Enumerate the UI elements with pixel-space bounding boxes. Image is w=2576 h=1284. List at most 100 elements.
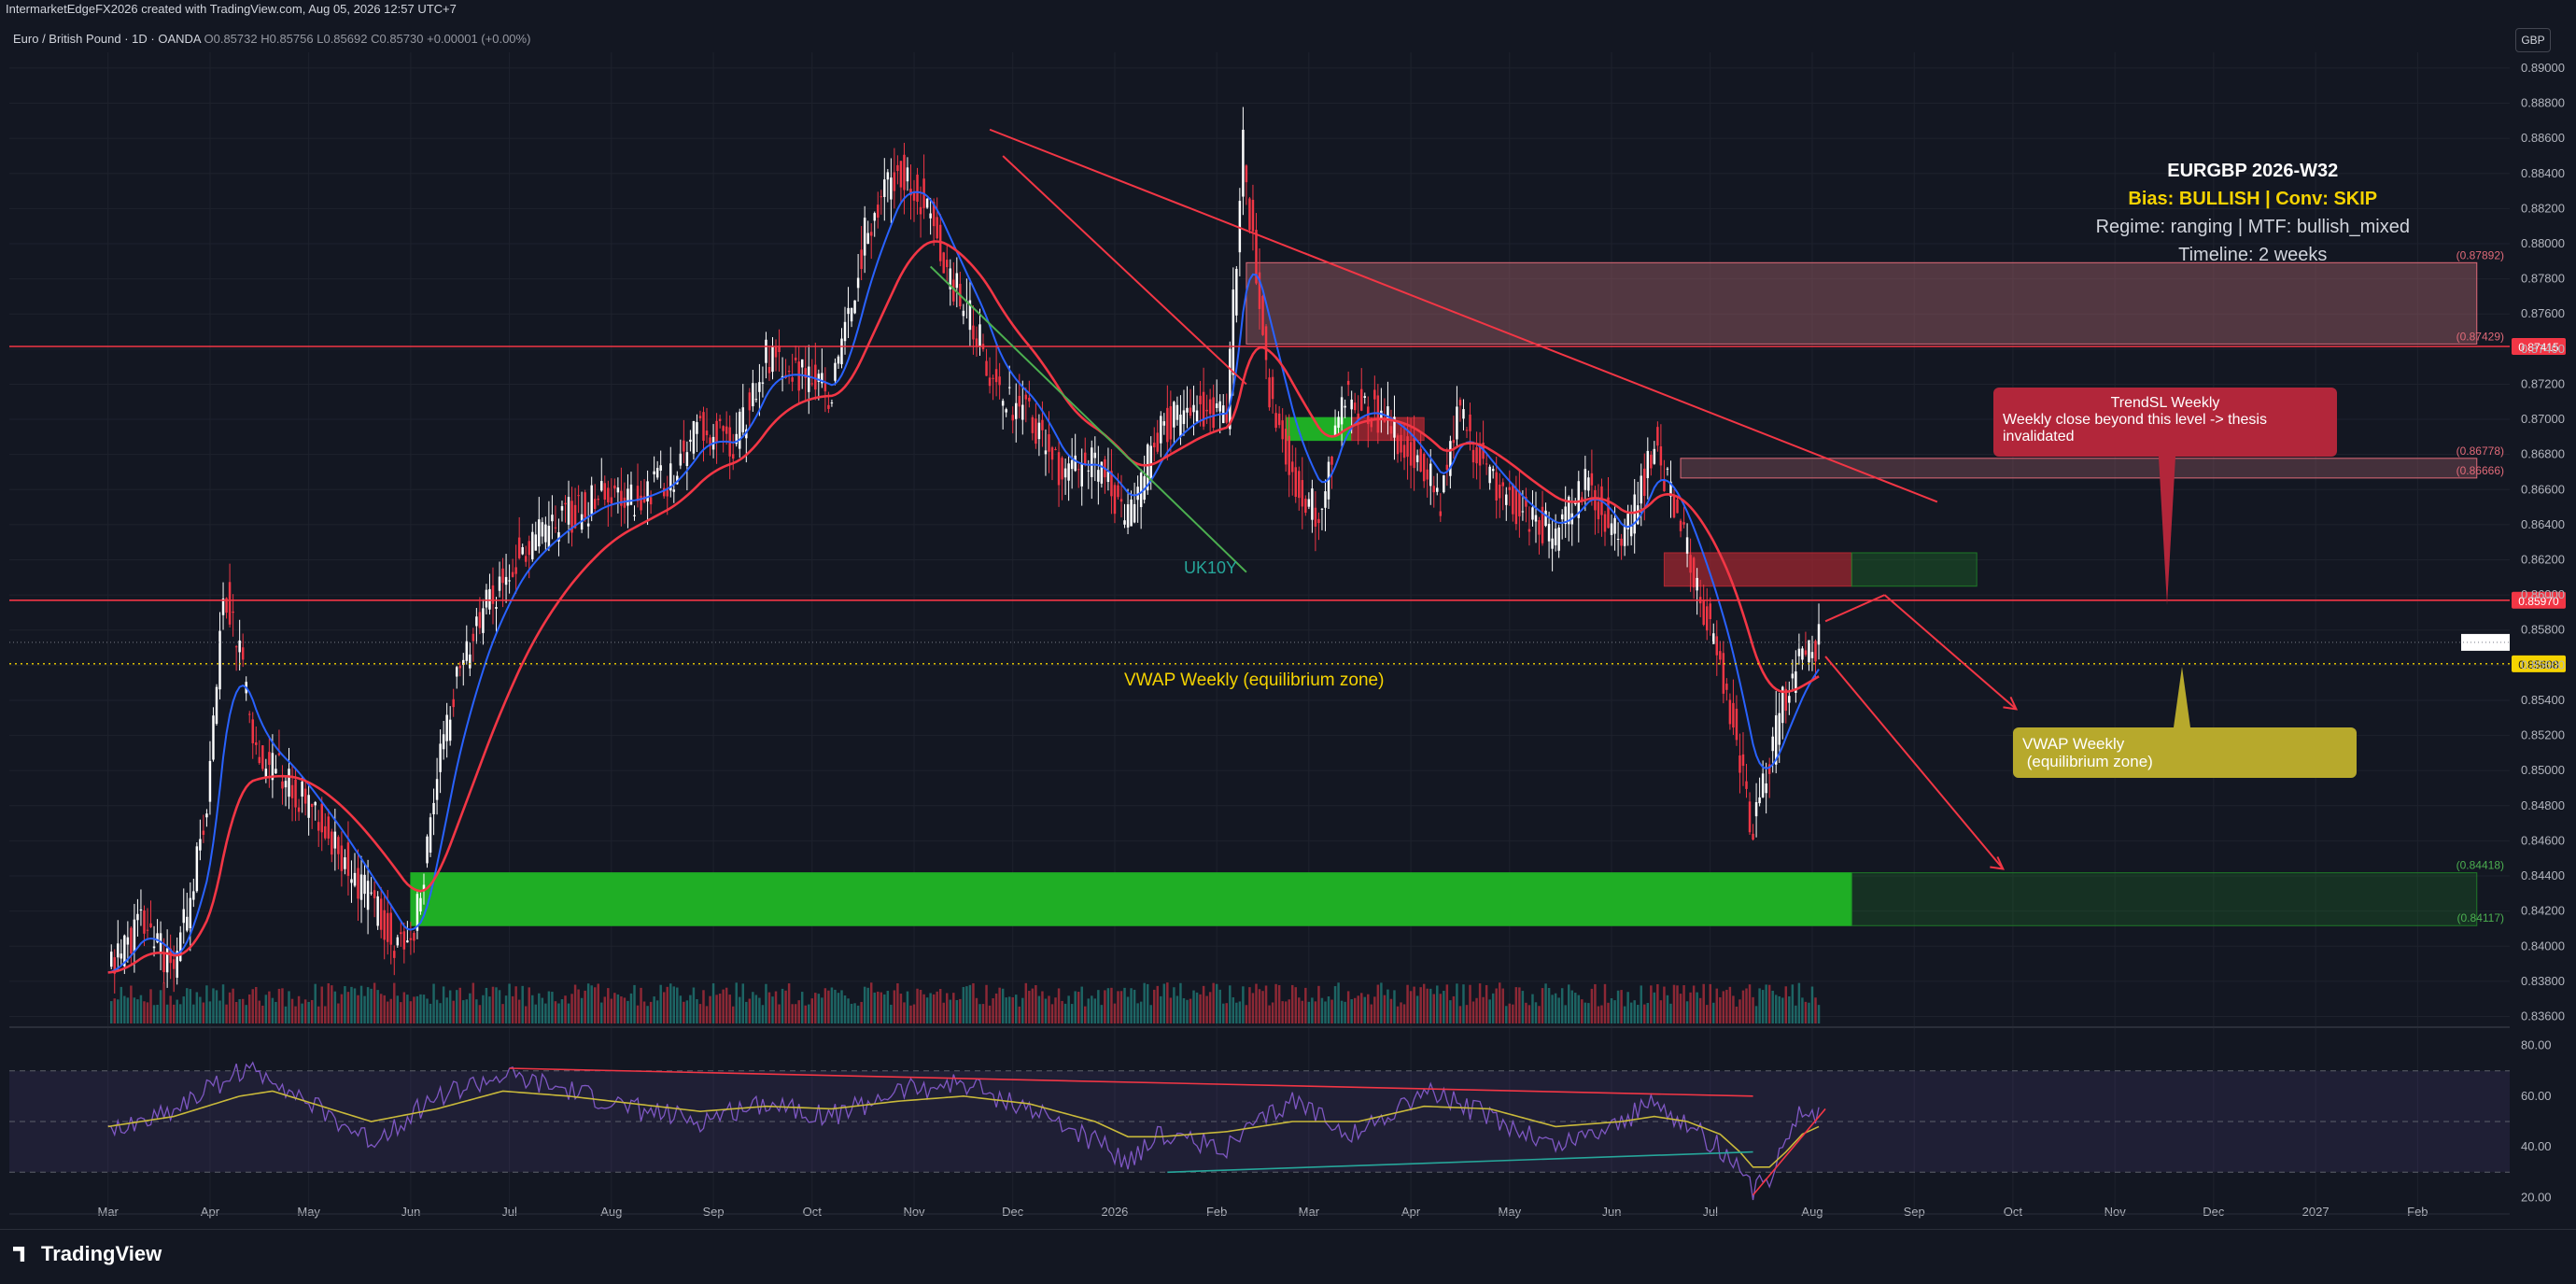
x-tick-label: Jun: [401, 1205, 420, 1219]
volume-bar: [1525, 1002, 1527, 1023]
candle-body: [241, 647, 245, 660]
x-tick-label: Sep: [702, 1205, 724, 1219]
candle-body: [274, 769, 277, 774]
candle-body: [1712, 633, 1715, 644]
candle-body: [1400, 434, 1402, 453]
volume-bar: [1202, 985, 1205, 1023]
candle-body: [994, 369, 998, 383]
volume-bar: [696, 998, 698, 1023]
candle-body: [1656, 427, 1659, 446]
volume-bar: [324, 1006, 327, 1023]
candle-body: [823, 383, 827, 392]
candle-body: [1037, 422, 1041, 440]
candle-body: [422, 884, 426, 892]
candle-body: [1067, 463, 1070, 481]
volume-bar: [1439, 994, 1443, 1023]
volume-bar: [245, 1005, 247, 1023]
ohlc-legend[interactable]: Euro / British Pound · 1D · OANDA O0.857…: [13, 32, 530, 46]
candle-body: [1696, 577, 1698, 591]
volume-bar: [383, 995, 386, 1023]
volume-bar: [804, 1005, 807, 1023]
candle-body: [683, 440, 685, 452]
volume-bar: [1607, 1002, 1610, 1023]
volume-bar: [1541, 988, 1544, 1023]
volume-bar: [653, 996, 655, 1023]
candle-body: [1814, 641, 1817, 662]
candle-body: [600, 481, 603, 491]
volume-bar: [1795, 1005, 1797, 1023]
candle-body: [1449, 441, 1452, 476]
volume-bar: [1232, 996, 1235, 1023]
x-tick-label: May: [297, 1205, 320, 1219]
currency-button[interactable]: GBP: [2515, 28, 2551, 52]
candle-body: [1357, 413, 1359, 421]
candle-body: [130, 927, 133, 954]
candle-body: [666, 487, 669, 497]
candle-body: [1745, 781, 1748, 789]
candle-body: [725, 426, 728, 434]
volume-bar: [389, 998, 392, 1023]
volume-bar: [1616, 990, 1620, 1023]
candle-body: [331, 831, 333, 855]
candle-body: [1581, 497, 1584, 501]
vwap-callout[interactable]: VWAP Weekly (equilibrium zone): [2013, 727, 2357, 778]
candle-body: [1514, 488, 1518, 525]
volume-bar: [1445, 984, 1449, 1023]
volume-bar: [1156, 985, 1159, 1023]
symbol-name[interactable]: Euro / British Pound · 1D · OANDA: [13, 32, 201, 46]
volume-bar: [1432, 994, 1435, 1023]
volume-bar: [1478, 983, 1482, 1023]
volume-bar: [1166, 982, 1169, 1023]
volume-bar: [1074, 991, 1077, 1023]
volume-bar: [1521, 991, 1525, 1023]
volume-bar: [1106, 988, 1110, 1023]
candle-body: [869, 232, 873, 236]
arrow-head: [2003, 696, 2019, 711]
candle-body: [797, 361, 800, 391]
y-tick-label: 0.87600: [2521, 306, 2565, 320]
candle-body: [363, 874, 366, 895]
candle-body: [290, 784, 294, 798]
volume-bar: [419, 994, 422, 1023]
volume-bar: [800, 992, 804, 1023]
volume-bar: [1218, 989, 1221, 1023]
candle-body: [1735, 708, 1738, 741]
volume-bar: [784, 990, 787, 1023]
candle-body: [514, 567, 517, 574]
volume-bar: [640, 987, 642, 1023]
candle-body: [1725, 684, 1728, 690]
volume-bar: [442, 986, 445, 1023]
candle-body: [1452, 440, 1456, 444]
candle-body: [1169, 406, 1173, 440]
volume-bar: [1527, 1005, 1531, 1023]
candle-body: [1462, 409, 1465, 419]
candle-body: [1646, 450, 1650, 479]
candle-body: [373, 890, 376, 898]
volume-bar: [1050, 1004, 1054, 1023]
volume-bar: [422, 995, 426, 1023]
candle-body: [1173, 402, 1175, 428]
candle-body: [676, 475, 679, 485]
tradingview-logo[interactable]: TradingView: [13, 1242, 162, 1266]
volume-bar: [1360, 993, 1363, 1023]
volume-bar: [1732, 995, 1735, 1023]
ohlc-close: C0.85730: [371, 32, 424, 46]
trendline: [929, 265, 1247, 573]
volume-bar: [133, 997, 136, 1023]
volume-bar: [909, 1005, 912, 1023]
volume-bar: [642, 1001, 646, 1023]
trendsl-callout[interactable]: TrendSL Weekly Weekly close beyond this …: [1993, 388, 2337, 457]
candle-body: [633, 515, 636, 516]
candle-body: [1370, 417, 1373, 428]
volume-bar: [1709, 983, 1711, 1023]
volume-bar: [570, 994, 573, 1023]
candle-body: [1340, 397, 1344, 425]
candle-body: [149, 923, 152, 927]
candle-body: [162, 952, 165, 973]
price-label-text: 0.87415: [2518, 341, 2559, 354]
candle-body: [1284, 429, 1288, 465]
volume-bar: [1238, 1001, 1242, 1023]
candle-body: [1478, 443, 1482, 466]
volume-bar: [975, 997, 978, 1023]
